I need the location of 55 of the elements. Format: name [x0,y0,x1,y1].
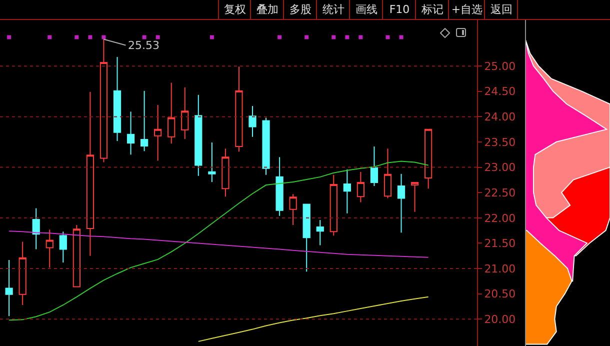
y-tick-label: 24.50 [484,85,516,98]
candlestick [222,148,230,198]
candlestick [424,128,432,190]
text: 叠加 [250,0,284,19]
candlestick [59,231,67,263]
text: 标记 [415,0,449,19]
text: 复权 [218,0,251,19]
candlestick [5,259,13,317]
candlestick [397,173,406,234]
candlestick [18,241,26,306]
candlestick [262,117,270,176]
y-tick-label: 20.00 [484,313,516,326]
candlestick [356,171,364,203]
candlestick [86,91,94,256]
y-tick-label: 20.50 [484,288,516,301]
candlestick [343,168,351,214]
candlestick [289,194,297,226]
text: F10 [382,0,416,19]
candlestick [46,229,54,268]
candlestick [410,182,419,212]
candlestick [140,90,148,152]
candlestick [330,174,338,236]
candlestick [370,146,378,187]
annotation: 25.53 [128,39,160,52]
line-series [198,296,429,342]
y-tick-label: 22.00 [484,212,516,225]
candlestick [126,111,135,156]
text: 返回 [484,0,518,19]
line-series [8,160,429,321]
text: +自选 [448,0,485,19]
candlestick [113,56,122,142]
text: 画线 [349,0,383,19]
line-series [8,230,429,258]
y-tick-label: 23.50 [484,136,516,149]
candlestick [384,148,392,199]
candlestick [235,66,243,152]
candlestick [181,86,189,140]
candlestick [302,204,310,272]
candlestick [72,224,80,288]
candlestick [248,106,256,138]
candlestick [208,142,216,182]
text: 多股 [283,0,317,19]
candlestick [154,104,162,162]
y-tick-label: 22.50 [484,186,516,200]
y-tick-label: 21.00 [484,262,516,276]
y-tick-label: 23.00 [484,161,516,174]
y-tick-label: 21.50 [484,237,516,250]
y-tick-label: 25.00 [484,60,516,73]
candlestick [32,208,40,250]
text: 统计 [316,0,350,19]
candlestick [316,219,324,246]
y-tick-label: 24.00 [484,110,516,124]
candlestick [276,156,284,216]
candlestick [194,94,202,176]
candlestick [168,82,176,144]
